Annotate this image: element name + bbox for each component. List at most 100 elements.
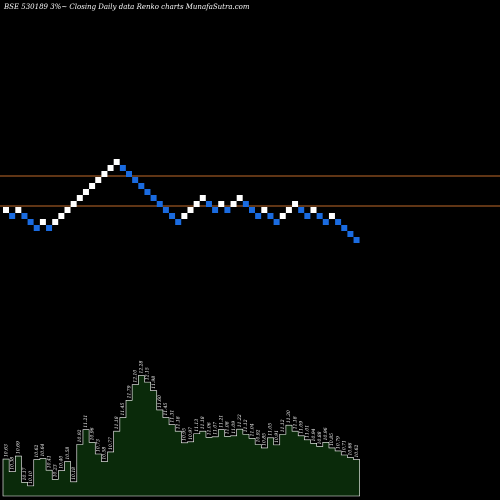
- renko-brick-up: [187, 207, 194, 213]
- volume-label: 10.71: [342, 440, 348, 453]
- volume-label: 11.04: [249, 423, 255, 436]
- renko-brick-down: [144, 189, 151, 195]
- volume-label: 10.96: [89, 427, 95, 440]
- volume-label: 11.18: [292, 416, 298, 429]
- volume-label: 10.64: [40, 444, 46, 457]
- renko-brick-up: [3, 207, 9, 213]
- renko-brick-up: [89, 183, 96, 189]
- renko-brick-down: [335, 219, 342, 225]
- volume-label: 10.62: [34, 445, 40, 458]
- volume-label: 12.28: [139, 361, 145, 374]
- renko-brick-down: [316, 213, 323, 219]
- renko-brick-down: [33, 225, 40, 231]
- renko-brick-up: [285, 207, 292, 213]
- volume-label: 11.22: [237, 414, 243, 427]
- volume-label: 11.45: [120, 403, 126, 416]
- volume-label: 10.62: [354, 445, 360, 458]
- renko-brick-down: [162, 207, 169, 213]
- volume-label: 10.69: [16, 441, 22, 454]
- volume-label: 10.77: [108, 437, 114, 450]
- volume-label: 10.85: [262, 433, 268, 446]
- renko-brick-down: [341, 225, 348, 231]
- renko-brick-up: [218, 201, 225, 207]
- volume-label: 10.95: [182, 428, 188, 441]
- volume-label: 11.79: [126, 385, 132, 398]
- renko-brick-down: [322, 219, 329, 225]
- volume-label: 11.07: [212, 422, 218, 435]
- volume-label: 11.30: [286, 410, 292, 423]
- renko-brick-down: [150, 195, 157, 201]
- renko-brick-down: [21, 213, 28, 219]
- volume-label: 10.73: [96, 439, 102, 452]
- volume-label: 10.92: [255, 429, 261, 442]
- volume-label: 10.88: [317, 431, 323, 444]
- volume-label: 10.23: [53, 464, 59, 477]
- renko-brick-down: [267, 213, 274, 219]
- renko-brick-up: [193, 201, 200, 207]
- volume-label: 10.79: [335, 436, 341, 449]
- reference-lines: [0, 175, 500, 207]
- renko-brick-up: [82, 189, 89, 195]
- volume-label: 11.12: [243, 419, 249, 432]
- renko-brick-down: [205, 201, 212, 207]
- volume-label: 11.21: [83, 415, 89, 428]
- renko-brick-down: [353, 237, 360, 243]
- renko-brick-up: [181, 213, 188, 219]
- volume-label: 11.06: [206, 422, 212, 435]
- renko-brick-up: [70, 201, 77, 207]
- renko-brick-up: [101, 171, 108, 177]
- renko-bricks: [3, 159, 360, 243]
- volume-label: 10.66: [348, 443, 354, 456]
- volume-label: 10.94: [311, 428, 317, 441]
- renko-brick-down: [347, 231, 354, 237]
- volume-label: 11.31: [169, 410, 175, 423]
- volume-label: 11.09: [299, 421, 305, 434]
- volume-label: 11.09: [231, 421, 237, 434]
- renko-brick-up: [15, 207, 22, 213]
- renko-brick-down: [9, 213, 16, 219]
- volume-label: 11.45: [163, 403, 169, 416]
- renko-brick-down: [224, 207, 231, 213]
- volume-label: 10.85: [329, 433, 335, 446]
- renko-brick-down: [169, 213, 176, 219]
- volume-label: 12.15: [145, 367, 151, 380]
- renko-brick-down: [138, 183, 145, 189]
- volume-label: 10.18: [71, 467, 77, 480]
- renko-brick-down: [132, 177, 139, 183]
- volume-label: 11.01: [305, 425, 311, 438]
- renko-brick-down: [255, 213, 262, 219]
- renko-brick-up: [199, 195, 206, 201]
- volume-label: 11.13: [194, 419, 200, 432]
- volume-label: 11.18: [114, 416, 120, 429]
- volume-label: 10.97: [188, 427, 194, 440]
- renko-brick-down: [242, 201, 249, 207]
- volume-label: 10.40: [59, 456, 65, 469]
- volume-label: 10.58: [65, 447, 71, 460]
- volume-label: 11.60: [157, 395, 163, 408]
- volume-label: 11.98: [151, 376, 157, 389]
- renko-brick-up: [107, 165, 114, 171]
- renko-brick-up: [39, 219, 46, 225]
- volume-label: 11.05: [268, 423, 274, 436]
- volume-label: 10.63: [3, 444, 9, 457]
- volume-label: 10.10: [28, 471, 34, 484]
- volume-area: [2, 375, 360, 497]
- renko-brick-up: [230, 201, 237, 207]
- renko-brick-up: [261, 207, 268, 213]
- renko-brick-up: [328, 213, 335, 219]
- volume-label: 11.21: [219, 415, 225, 428]
- renko-brick-down: [212, 207, 219, 213]
- volume-label: 11.18: [200, 416, 206, 429]
- renko-brick-down: [156, 201, 163, 207]
- chart-title: BSE 530189 3%~ Closing Daily data Renko …: [3, 3, 250, 11]
- renko-brick-up: [58, 213, 65, 219]
- volume-label: 11.12: [280, 419, 286, 432]
- renko-brick-up: [64, 207, 71, 213]
- renko-brick-up: [95, 177, 102, 183]
- volume-label: 10.41: [46, 455, 52, 468]
- renko-brick-up: [52, 219, 59, 225]
- renko-brick-up: [292, 201, 299, 207]
- volume-label: 10.38: [9, 457, 15, 470]
